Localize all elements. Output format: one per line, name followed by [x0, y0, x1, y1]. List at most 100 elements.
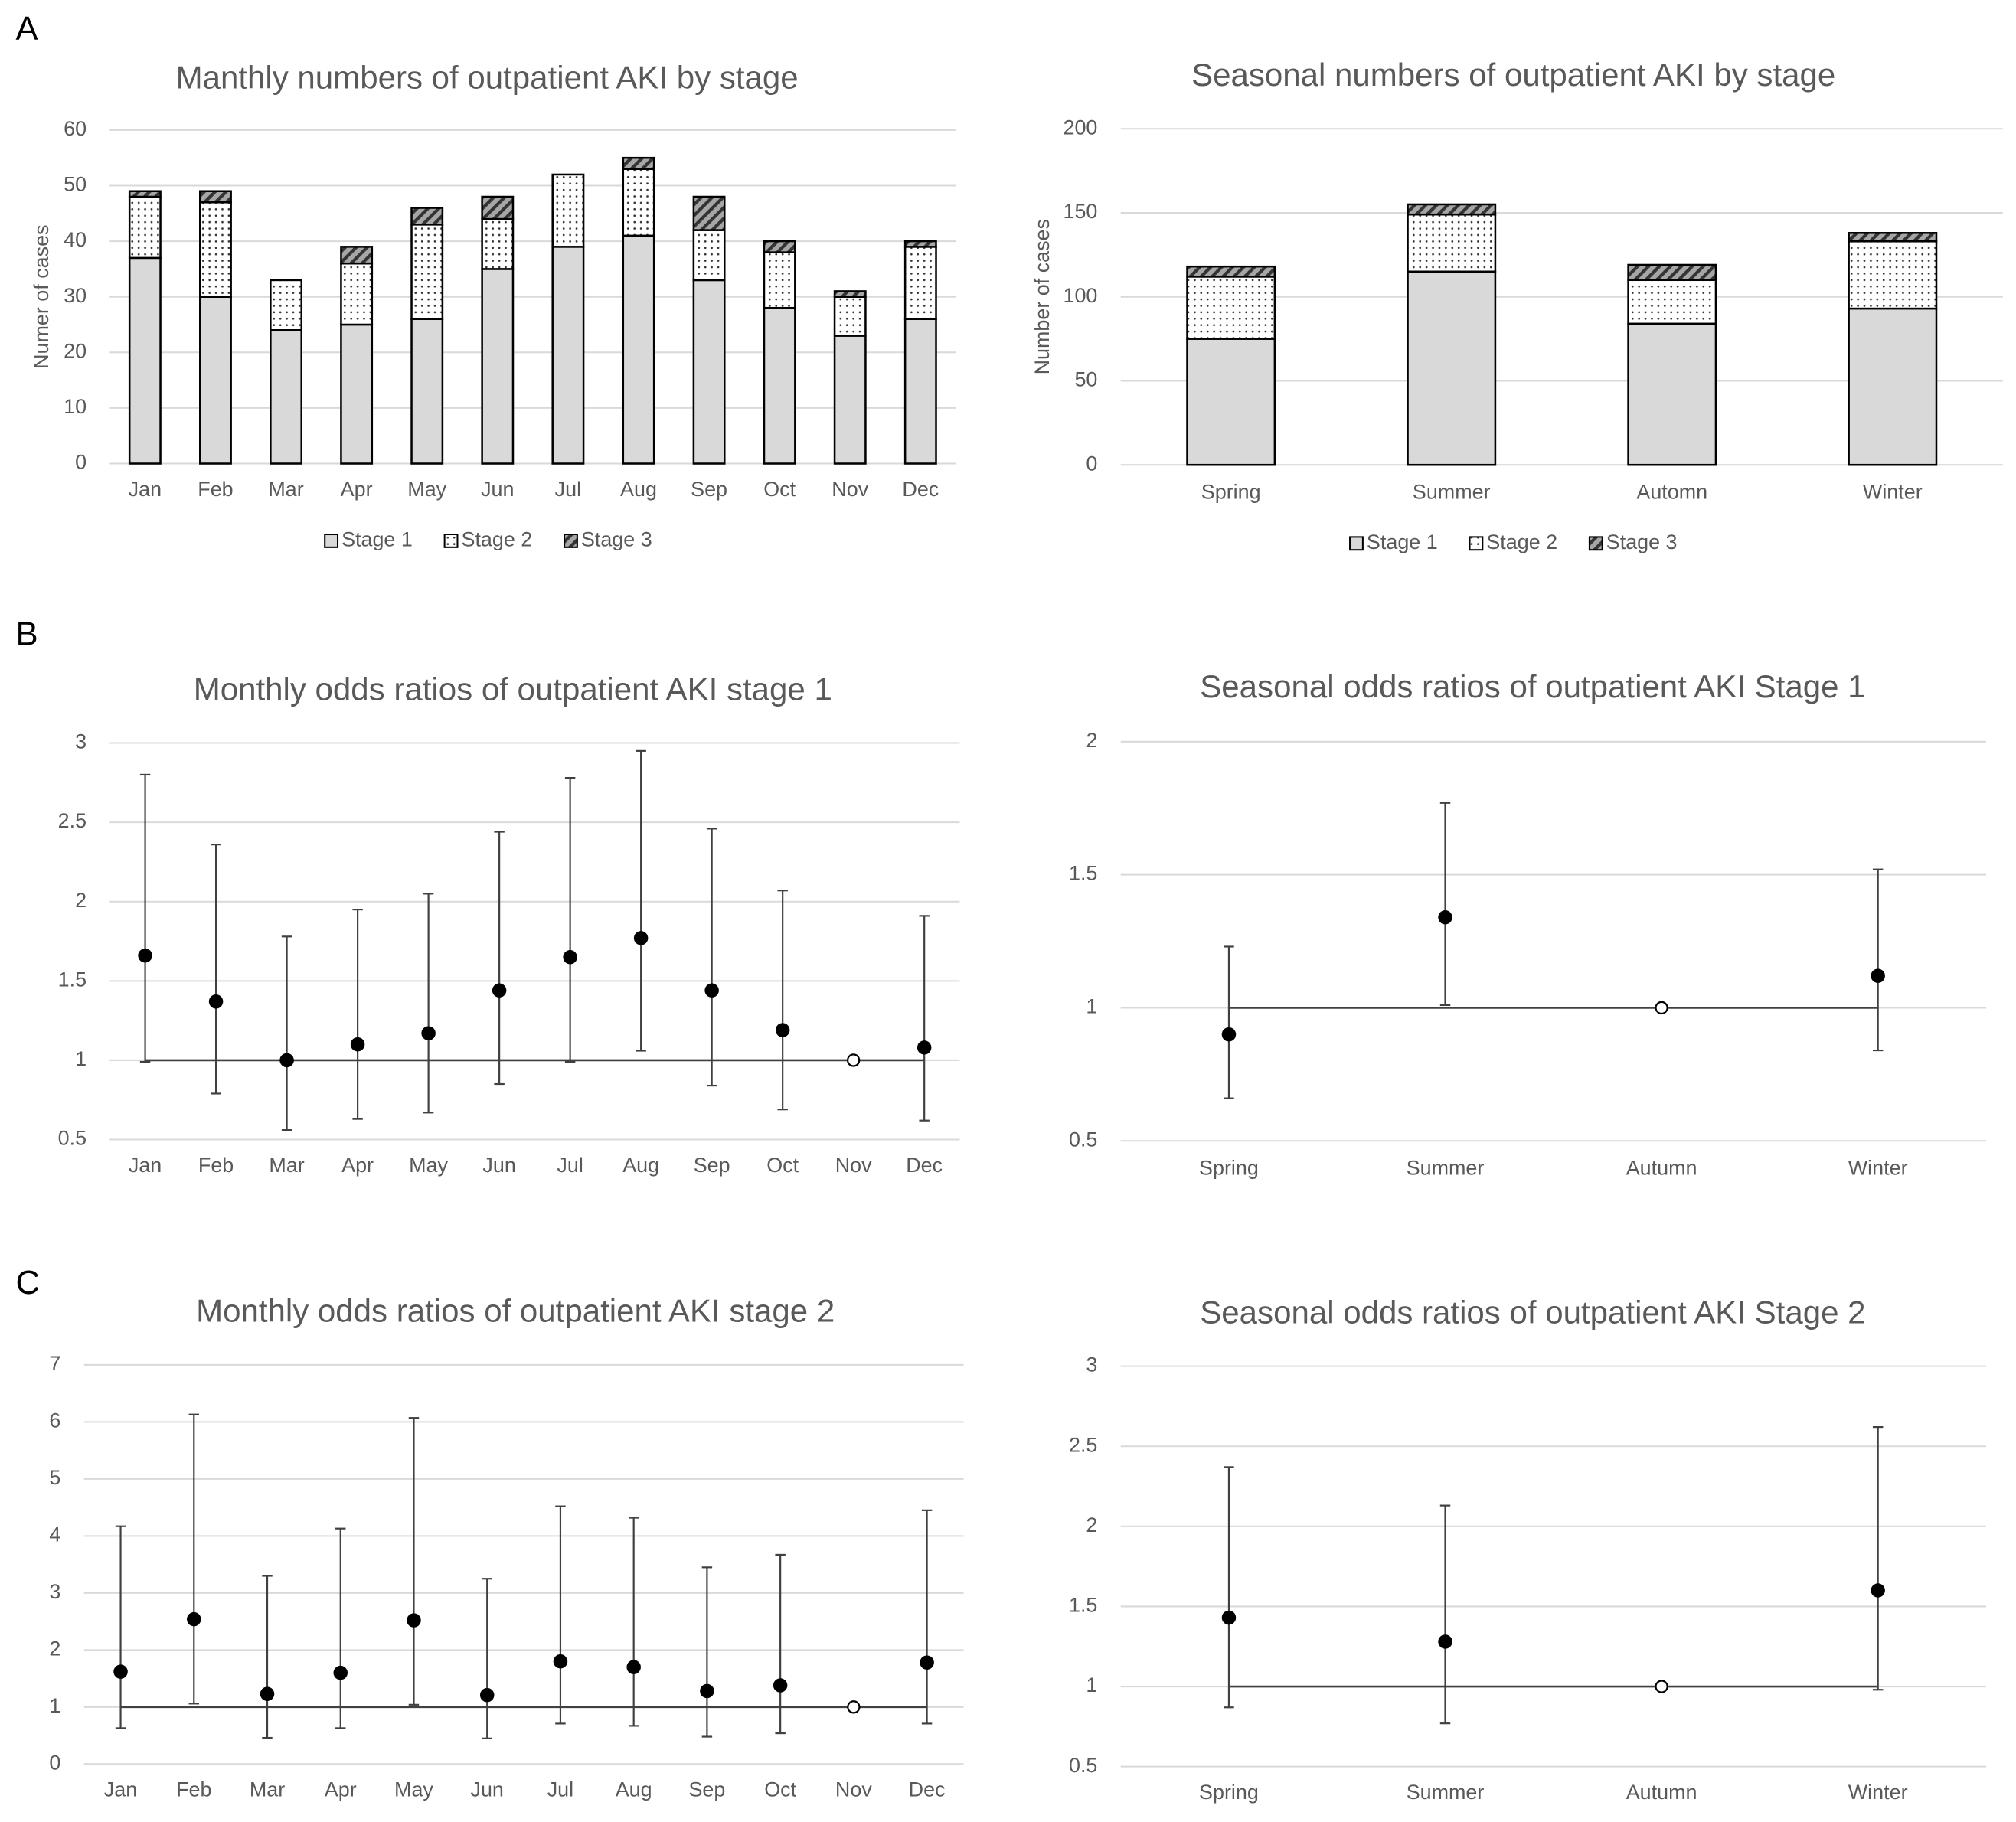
reference-point — [847, 1700, 861, 1714]
bar-segment — [270, 279, 302, 331]
x-tick-label: Summer — [1407, 1156, 1485, 1179]
x-tick-label: May — [409, 1154, 448, 1177]
bar-segment — [340, 262, 374, 326]
bar-segment — [410, 207, 444, 226]
bar-segment — [199, 296, 232, 465]
y-tick-label: 60 — [64, 117, 87, 140]
bar-segment — [1627, 279, 1717, 325]
x-tick-label: Sep — [691, 478, 727, 501]
y-tick-label: 100 — [1063, 284, 1097, 307]
x-tick-label: Nov — [835, 1778, 872, 1801]
point — [700, 1683, 714, 1699]
x-tick-label: Spring — [1201, 480, 1261, 503]
reference-point — [847, 1053, 861, 1067]
panel-label: A — [16, 10, 39, 47]
bar-segment — [551, 246, 585, 465]
bar-segment — [692, 229, 726, 282]
point — [138, 948, 152, 963]
y-tick-label: 1 — [49, 1694, 60, 1717]
legend-swatch — [1349, 536, 1364, 551]
x-tick-label: Autumn — [1626, 1781, 1697, 1804]
point — [917, 1040, 932, 1055]
point — [633, 931, 649, 945]
bar-segment — [763, 240, 796, 253]
y-tick-label: 0 — [1086, 452, 1097, 475]
x-tick-label: Sep — [694, 1154, 730, 1177]
y-tick-label: 0.5 — [58, 1127, 87, 1150]
x-tick-label: Oct — [764, 1778, 796, 1801]
y-tick-label: 150 — [1063, 200, 1097, 223]
legend-label: Stage 3 — [581, 528, 652, 551]
point — [626, 1660, 641, 1674]
bar-segment — [1407, 203, 1497, 216]
chart-title: Monthly odds ratios of outpatient AKI st… — [196, 1293, 835, 1329]
bar-segment — [763, 306, 796, 465]
point — [479, 1687, 495, 1703]
y-tick-label: 1 — [1086, 1673, 1097, 1696]
x-tick-label: Autumn — [1626, 1156, 1697, 1179]
bar-segment — [1407, 270, 1497, 466]
bar-segment — [270, 328, 302, 465]
bar-segment — [833, 296, 867, 337]
x-tick-label: Dec — [906, 1154, 943, 1177]
chart-title: Seasonal numbers of outpatient AKI by st… — [1191, 57, 1835, 93]
bar-segment — [199, 190, 232, 204]
x-tick-label: May — [394, 1778, 433, 1801]
x-tick-label: Apr — [341, 478, 373, 501]
legend-swatch — [1469, 536, 1484, 551]
bar-segment — [481, 268, 515, 465]
y-tick-label: 5 — [49, 1466, 60, 1489]
y-tick-label: 0 — [49, 1751, 60, 1774]
point — [553, 1654, 568, 1669]
y-tick-label: 1 — [1086, 995, 1097, 1018]
y-tick-label: 3 — [49, 1580, 60, 1603]
y-tick-label: 2 — [1086, 1513, 1097, 1536]
bar-segment — [692, 195, 726, 231]
y-tick-label: 6 — [49, 1409, 60, 1432]
point — [333, 1665, 348, 1680]
x-tick-label: Nov — [832, 478, 868, 501]
x-tick-label: Winter — [1863, 480, 1923, 503]
point — [279, 1053, 294, 1068]
y-tick-label: 0.5 — [1069, 1754, 1097, 1777]
x-tick-label: Jun — [471, 1778, 504, 1801]
chart-title: Seasonal odds ratios of outpatient AKI S… — [1200, 668, 1865, 704]
x-tick-label: Mar — [268, 478, 303, 501]
chart-title: Monthly odds ratios of outpatient AKI st… — [194, 671, 832, 707]
x-tick-label: Winter — [1848, 1156, 1908, 1179]
point — [1438, 1634, 1452, 1649]
bar-segment — [340, 323, 374, 465]
y-tick-label: 50 — [64, 173, 87, 196]
y-tick-label: 2 — [49, 1637, 60, 1660]
x-tick-label: Spring — [1199, 1781, 1259, 1804]
panel-label: B — [16, 615, 38, 652]
bar-segment — [1627, 322, 1717, 466]
point — [208, 994, 224, 1009]
x-tick-label: Feb — [198, 1154, 234, 1177]
bar-segment — [1186, 265, 1276, 278]
x-tick-label: Summer — [1413, 480, 1491, 503]
y-tick-label: 2.5 — [58, 809, 87, 832]
y-tick-label: 7 — [49, 1352, 60, 1375]
chart-title: Seasonal odds ratios of outpatient AKI S… — [1200, 1294, 1865, 1330]
legend-label: Stage 3 — [1606, 531, 1678, 553]
chart-title: Manthly numbers of outpatient AKI by sta… — [176, 59, 799, 95]
y-tick-label: 50 — [1074, 368, 1097, 391]
x-tick-label: Aug — [616, 1778, 652, 1801]
y-tick-label: 1.5 — [1069, 1594, 1097, 1617]
point — [421, 1026, 436, 1040]
x-tick-label: Mar — [250, 1778, 285, 1801]
bar-segment — [1848, 240, 1938, 310]
legend-label: Stage 1 — [1367, 531, 1438, 553]
x-tick-label: Jan — [104, 1778, 137, 1801]
x-tick-label: Spring — [1199, 1156, 1259, 1179]
legend-label: Stage 2 — [1486, 531, 1557, 553]
bar-segment — [1627, 263, 1717, 282]
panel-label: C — [16, 1264, 41, 1301]
x-tick-label: Jul — [557, 1154, 583, 1177]
y-tick-label: 3 — [1086, 1353, 1097, 1376]
bar-segment — [903, 318, 937, 465]
bar-segment — [128, 256, 162, 465]
y-tick-label: 1.5 — [58, 968, 87, 991]
